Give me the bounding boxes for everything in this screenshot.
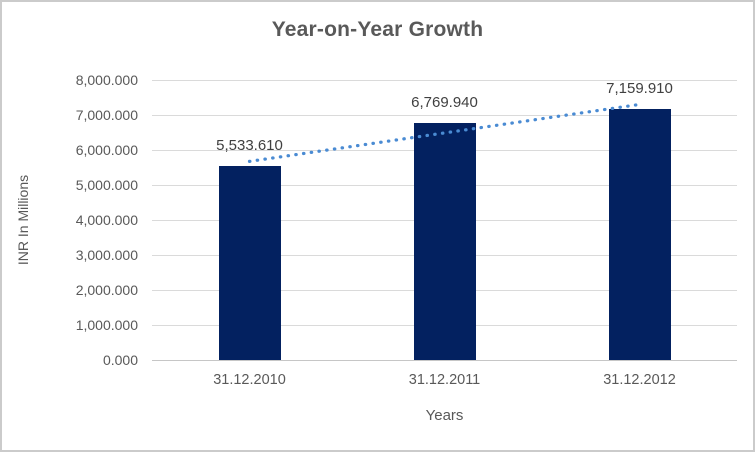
y-tick-label: 6,000.000 <box>75 142 138 158</box>
data-label: 6,769.940 <box>411 94 478 112</box>
x-tick-label: 31.12.2011 <box>408 372 481 388</box>
y-tick-label: 3,000.000 <box>75 247 138 263</box>
bar-31.12.2011 <box>413 123 476 360</box>
y-tick-label: 4,000.000 <box>75 212 138 228</box>
bar-31.12.2010 <box>218 166 281 360</box>
data-label: 5,533.610 <box>216 137 283 155</box>
y-tick-label: 8,000.000 <box>75 72 138 88</box>
data-label: 7,159.910 <box>606 80 673 98</box>
plot-area: 5,533.610 6,769.940 7,159.910 31.12.2010 31… <box>152 80 737 388</box>
gridline <box>152 115 737 116</box>
x-axis-title: Years <box>425 407 464 424</box>
y-tick-label: 7,000.000 <box>75 107 138 123</box>
chart-title: Year-on-Year Growth <box>271 18 484 41</box>
y-tick-label: 2,000.000 <box>75 282 138 298</box>
gridline <box>152 80 737 81</box>
y-tick-label: 0.000 <box>102 352 138 368</box>
x-tick-label: 31.12.2010 <box>213 372 286 388</box>
x-tick-label: 31.12.2012 <box>603 372 676 388</box>
x-axis-line <box>152 360 737 361</box>
trendline <box>247 102 642 163</box>
y-tick-label: 1,000.000 <box>75 317 138 333</box>
bar-31.12.2012 <box>608 109 671 360</box>
y-tick-label: 5,000.000 <box>75 177 138 193</box>
